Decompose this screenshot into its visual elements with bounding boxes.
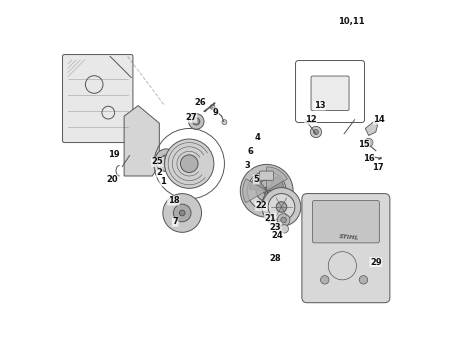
Text: 14: 14 — [374, 115, 385, 124]
Circle shape — [161, 155, 172, 165]
Text: 27: 27 — [185, 113, 197, 122]
Wedge shape — [259, 191, 274, 208]
Circle shape — [262, 188, 301, 226]
Text: 2: 2 — [157, 168, 162, 177]
Polygon shape — [365, 121, 377, 136]
Circle shape — [222, 120, 227, 125]
Circle shape — [164, 139, 214, 188]
Circle shape — [281, 217, 286, 223]
Circle shape — [276, 202, 287, 212]
Wedge shape — [266, 176, 284, 191]
Text: 6: 6 — [248, 147, 254, 156]
Text: 18: 18 — [168, 196, 179, 205]
Text: 17: 17 — [372, 163, 384, 172]
Text: 28: 28 — [270, 254, 281, 263]
Text: 7: 7 — [172, 217, 178, 226]
Circle shape — [210, 105, 215, 109]
Circle shape — [188, 114, 204, 129]
Circle shape — [321, 276, 329, 284]
Circle shape — [240, 164, 293, 217]
Text: 13: 13 — [313, 101, 325, 110]
Text: 10,11: 10,11 — [338, 17, 364, 26]
Circle shape — [313, 130, 318, 134]
Text: 12: 12 — [305, 115, 317, 124]
Text: 25: 25 — [152, 157, 164, 166]
Circle shape — [263, 187, 270, 194]
Text: 21: 21 — [264, 214, 276, 223]
Text: 4: 4 — [255, 133, 261, 142]
Text: 3: 3 — [244, 161, 250, 170]
Circle shape — [268, 194, 295, 220]
Circle shape — [359, 276, 368, 284]
Text: 24: 24 — [271, 231, 283, 240]
Wedge shape — [249, 176, 266, 191]
FancyBboxPatch shape — [311, 76, 349, 111]
Circle shape — [173, 204, 191, 222]
Circle shape — [180, 155, 198, 172]
Circle shape — [193, 118, 200, 125]
Text: 20: 20 — [106, 175, 118, 184]
Text: 22: 22 — [256, 201, 267, 210]
Circle shape — [280, 225, 289, 233]
FancyBboxPatch shape — [63, 55, 133, 143]
Circle shape — [155, 149, 178, 171]
Wedge shape — [243, 179, 266, 203]
Text: 29: 29 — [370, 258, 382, 267]
FancyBboxPatch shape — [313, 201, 379, 243]
FancyBboxPatch shape — [259, 171, 274, 180]
Text: 1: 1 — [160, 177, 166, 186]
Text: 19: 19 — [108, 150, 119, 159]
FancyBboxPatch shape — [302, 194, 390, 303]
Circle shape — [180, 210, 185, 216]
Text: 15: 15 — [358, 140, 369, 149]
Polygon shape — [124, 106, 159, 176]
Text: 16: 16 — [363, 154, 375, 163]
Wedge shape — [266, 167, 288, 191]
Text: 26: 26 — [194, 98, 206, 107]
Circle shape — [247, 171, 286, 210]
Text: 9: 9 — [213, 108, 219, 117]
Circle shape — [277, 214, 290, 226]
Circle shape — [310, 126, 321, 138]
Circle shape — [365, 138, 373, 147]
Text: 23: 23 — [270, 222, 281, 232]
Circle shape — [256, 180, 277, 201]
Text: 5: 5 — [253, 175, 259, 184]
Circle shape — [163, 194, 202, 232]
Text: STIHL: STIHL — [339, 234, 360, 241]
